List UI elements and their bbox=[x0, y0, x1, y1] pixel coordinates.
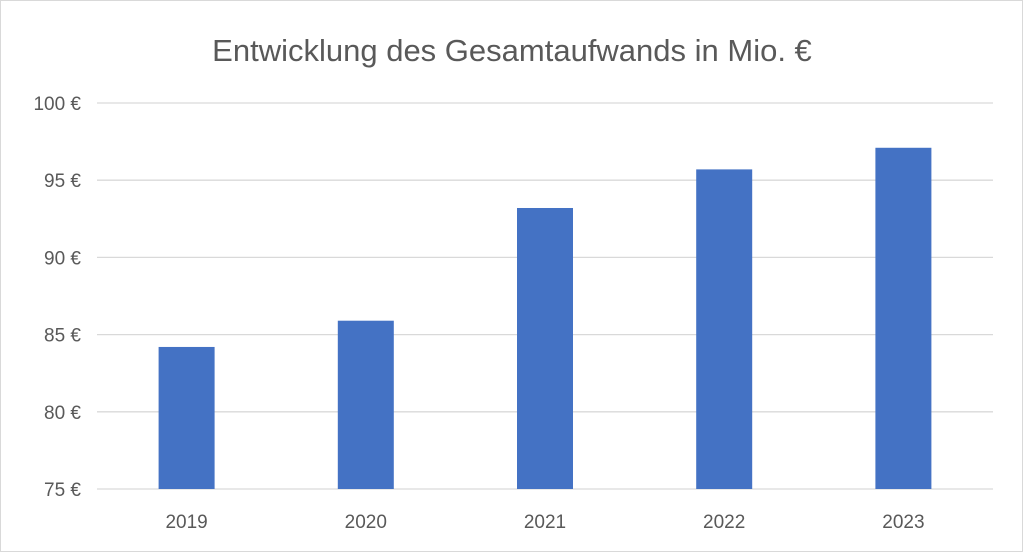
x-tick-label: 2020 bbox=[345, 512, 387, 533]
y-tick-label: 75 € bbox=[44, 480, 81, 501]
x-axis-tick-labels: 2019 2020 2021 2022 2023 bbox=[165, 512, 924, 533]
bars bbox=[158, 147, 932, 489]
y-tick-label: 80 € bbox=[44, 403, 81, 424]
y-tick-label: 100 € bbox=[33, 94, 81, 115]
bar-2019 bbox=[158, 346, 215, 489]
bar-2022 bbox=[696, 169, 753, 489]
y-axis-tick-labels: 75 € 80 € 85 € 90 € 95 € 100 € bbox=[33, 94, 81, 501]
bar-2020 bbox=[337, 320, 394, 489]
chart-title: Entwicklung des Gesamtaufwands in Mio. € bbox=[212, 33, 812, 68]
y-tick-label: 85 € bbox=[44, 326, 81, 347]
bar-2023 bbox=[875, 147, 932, 489]
x-tick-label: 2021 bbox=[524, 512, 566, 533]
x-tick-label: 2022 bbox=[703, 512, 745, 533]
x-tick-label: 2023 bbox=[882, 512, 924, 533]
y-tick-label: 95 € bbox=[44, 171, 81, 192]
bar-2021 bbox=[517, 207, 573, 489]
y-tick-label: 90 € bbox=[44, 248, 81, 269]
x-tick-label: 2019 bbox=[165, 512, 207, 533]
